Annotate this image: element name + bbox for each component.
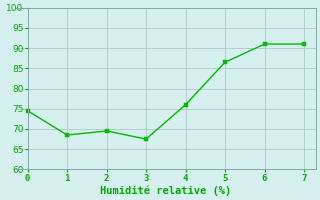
X-axis label: Humidité relative (%): Humidité relative (%): [100, 185, 231, 196]
